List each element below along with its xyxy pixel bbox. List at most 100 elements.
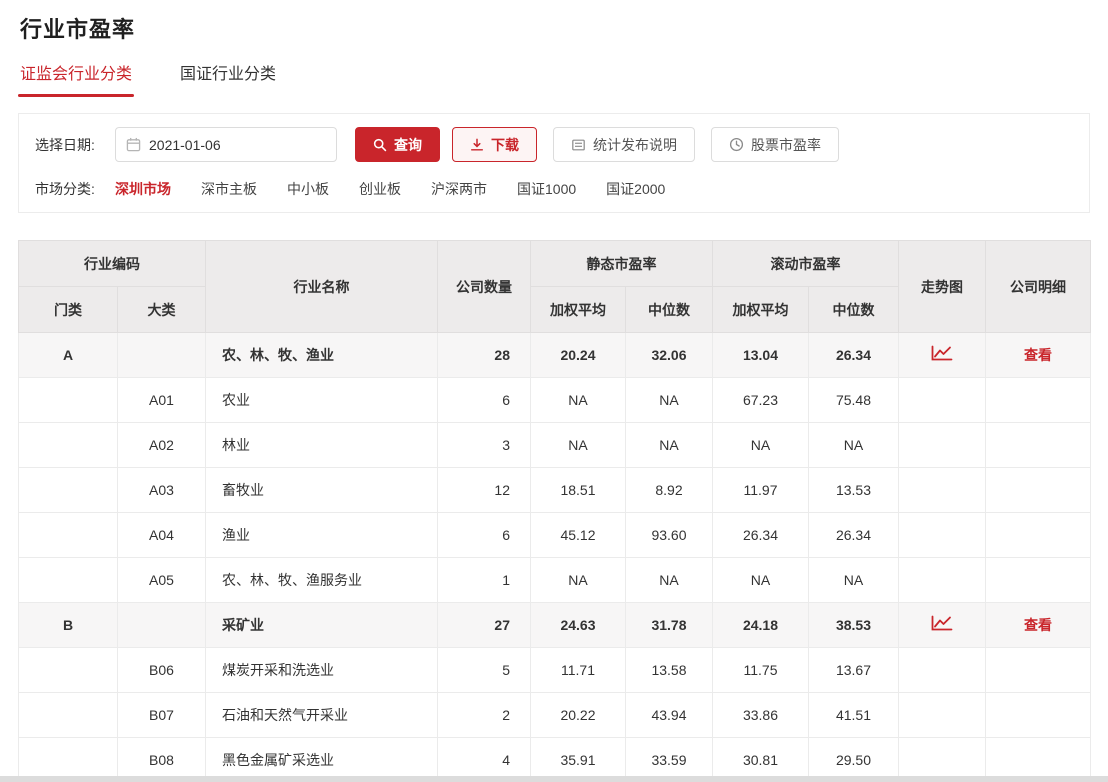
cell-static-median: 33.59 [625,737,713,782]
table-row-B06: B06 煤炭开采和洗选业 5 11.71 13.58 11.75 13.67 [18,647,1091,693]
cell-rolling-median: 41.51 [808,692,899,738]
cell-company-detail [985,512,1091,558]
cell-trend-chart [898,557,986,603]
cell-company-detail [985,377,1091,423]
cell-category: B07 [117,692,206,738]
cell-industry-name: 农、林、牧、渔业 [205,332,438,378]
cell-rolling-weighted-avg: 67.23 [712,377,809,423]
market-option-1[interactable]: 深圳市场 [115,181,171,197]
cell-rolling-median: 26.34 [808,512,899,558]
view-detail-link[interactable]: 查看 [1024,347,1052,363]
cell-trend-chart [898,692,986,738]
cell-sector [18,557,118,603]
cell-company-detail [985,647,1091,693]
market-label: 市场分类: [35,181,95,197]
download-button[interactable]: 下载 [452,127,537,162]
cell-rolling-weighted-avg: 11.75 [712,647,809,693]
download-icon [470,138,484,152]
cell-rolling-weighted-avg: 11.97 [712,467,809,513]
cell-static-median: 8.92 [625,467,713,513]
market-option-7[interactable]: 国证2000 [606,181,666,197]
cell-category: A05 [117,557,206,603]
cell-static-weighted-avg: 20.24 [530,332,626,378]
cell-company-detail [985,422,1091,468]
cell-static-median: NA [625,557,713,603]
market-option-6[interactable]: 国证1000 [517,181,577,197]
cell-company-count: 6 [437,377,531,423]
cell-sector: B [18,602,118,648]
cell-sector [18,692,118,738]
date-label: 选择日期: [35,136,95,153]
horizontal-scrollbar[interactable] [0,776,1108,782]
cell-company-count: 27 [437,602,531,648]
tab-bar: 证监会行业分类 国证行业分类 [17,60,324,97]
tab-cni-classification[interactable]: 国证行业分类 [180,66,277,83]
cell-rolling-median: NA [808,422,899,468]
header-company-count: 公司数量 [437,240,531,333]
cell-rolling-median: 13.67 [808,647,899,693]
cell-trend-chart [898,512,986,558]
market-list: 深圳市场 深市主板 中小板 创业板 沪深两市 国证1000 国证2000 [115,179,695,199]
cell-company-count: 2 [437,692,531,738]
table-row-A01: A01 农业 6 NA NA 67.23 75.48 [18,377,1091,423]
header-trend-chart: 走势图 [898,240,986,333]
cell-rolling-median: 75.48 [808,377,899,423]
cell-industry-name: 黑色金属矿采选业 [205,737,438,782]
table-row-A: A 农、林、牧、渔业 28 20.24 32.06 13.04 26.34 查看 [18,332,1091,378]
header-category: 大类 [117,286,206,333]
cell-sector: A [18,332,118,378]
statistics-notes-button[interactable]: 统计发布说明 [553,127,695,162]
query-button[interactable]: 查询 [355,127,440,162]
cell-industry-name: 石油和天然气开采业 [205,692,438,738]
table-row-B: B 采矿业 27 24.63 31.78 24.18 38.53 查看 [18,602,1091,648]
header-sector: 门类 [18,286,118,333]
trend-chart-icon[interactable] [930,345,954,362]
cell-category: B06 [117,647,206,693]
page-title: 行业市盈率 [20,17,136,42]
cell-company-count: 28 [437,332,531,378]
cell-rolling-median: 38.53 [808,602,899,648]
cell-trend-chart [898,332,986,378]
cell-rolling-weighted-avg: 24.18 [712,602,809,648]
cell-sector [18,422,118,468]
cell-industry-name: 农业 [205,377,438,423]
header-static-median: 中位数 [625,286,713,333]
cell-static-median: NA [625,377,713,423]
market-option-2[interactable]: 深市主板 [201,181,257,197]
cell-company-count: 4 [437,737,531,782]
cell-rolling-weighted-avg: NA [712,557,809,603]
cell-company-count: 3 [437,422,531,468]
cell-static-median: 32.06 [625,332,713,378]
cell-static-weighted-avg: 20.22 [530,692,626,738]
cell-static-weighted-avg: NA [530,377,626,423]
stock-pe-button[interactable]: 股票市盈率 [711,127,839,162]
header-rolling-pe: 滚动市盈率 [712,240,899,287]
cell-category: A02 [117,422,206,468]
cell-sector [18,377,118,423]
cell-company-count: 1 [437,557,531,603]
cell-rolling-weighted-avg: NA [712,422,809,468]
header-industry-name: 行业名称 [205,240,438,333]
cell-rolling-weighted-avg: 13.04 [712,332,809,378]
trend-chart-icon[interactable] [930,615,954,632]
cell-category: B08 [117,737,206,782]
view-detail-link[interactable]: 查看 [1024,617,1052,633]
cell-rolling-median: NA [808,557,899,603]
industry-pe-table: 行业编码 行业名称 公司数量 静态市盈率 滚动市盈率 走势图 公司明细 门类 大… [18,240,1091,782]
cell-static-weighted-avg: 35.91 [530,737,626,782]
cell-rolling-weighted-avg: 30.81 [712,737,809,782]
market-option-3[interactable]: 中小板 [287,181,329,197]
cell-rolling-median: 13.53 [808,467,899,513]
date-input[interactable]: 2021-01-06 [115,127,337,162]
clock-icon [729,137,744,152]
cell-static-weighted-avg: 11.71 [530,647,626,693]
header-static-pe: 静态市盈率 [530,240,713,287]
cell-trend-chart [898,737,986,782]
cell-category: A04 [117,512,206,558]
cell-static-weighted-avg: 45.12 [530,512,626,558]
cell-static-median: 13.58 [625,647,713,693]
tab-csrc-classification[interactable]: 证监会行业分类 [17,60,135,97]
market-option-5[interactable]: 沪深两市 [431,181,487,197]
market-option-4[interactable]: 创业板 [359,181,401,197]
